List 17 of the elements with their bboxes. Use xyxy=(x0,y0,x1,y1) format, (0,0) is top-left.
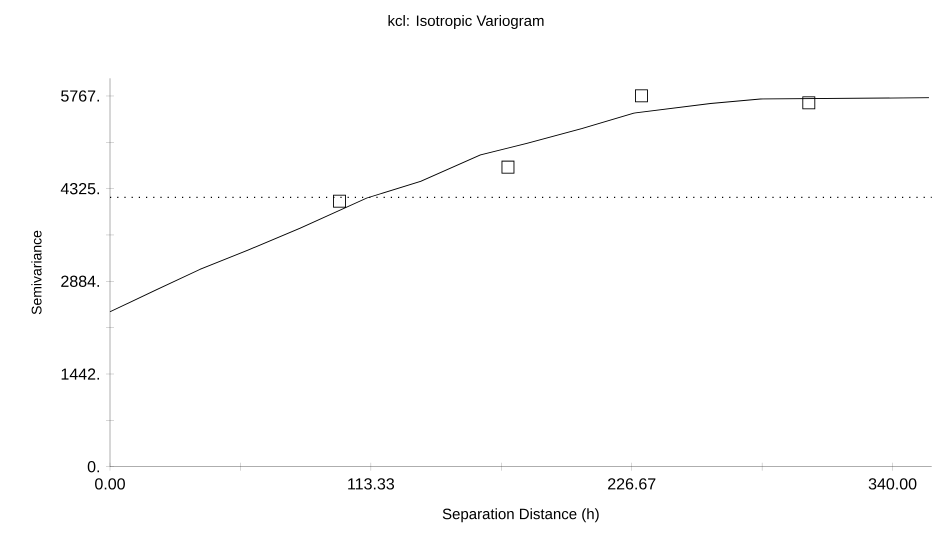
chart-title: kcl: Isotropic Variogram xyxy=(388,15,544,29)
y-tick-label: 4325. xyxy=(60,183,99,194)
point xyxy=(802,96,816,110)
line-series xyxy=(110,97,930,312)
y-tick-label: 5767. xyxy=(61,90,99,102)
x-tick-label: 0.00 xyxy=(95,478,125,490)
y-tick-label: 1442. xyxy=(62,368,99,380)
point xyxy=(333,194,346,208)
x-tick-label: 226.67 xyxy=(608,478,656,490)
x-tick-label: 340.00 xyxy=(868,478,916,490)
y-tick-label: 2884. xyxy=(61,276,99,287)
x-tick-label: 113.33 xyxy=(348,478,394,490)
y-tick-label: 0. xyxy=(88,461,100,472)
point xyxy=(502,160,514,174)
x-axis-title: Separation Distance (h) xyxy=(442,508,599,522)
y-axis-title: Semivariance xyxy=(31,230,42,314)
point xyxy=(635,89,648,102)
